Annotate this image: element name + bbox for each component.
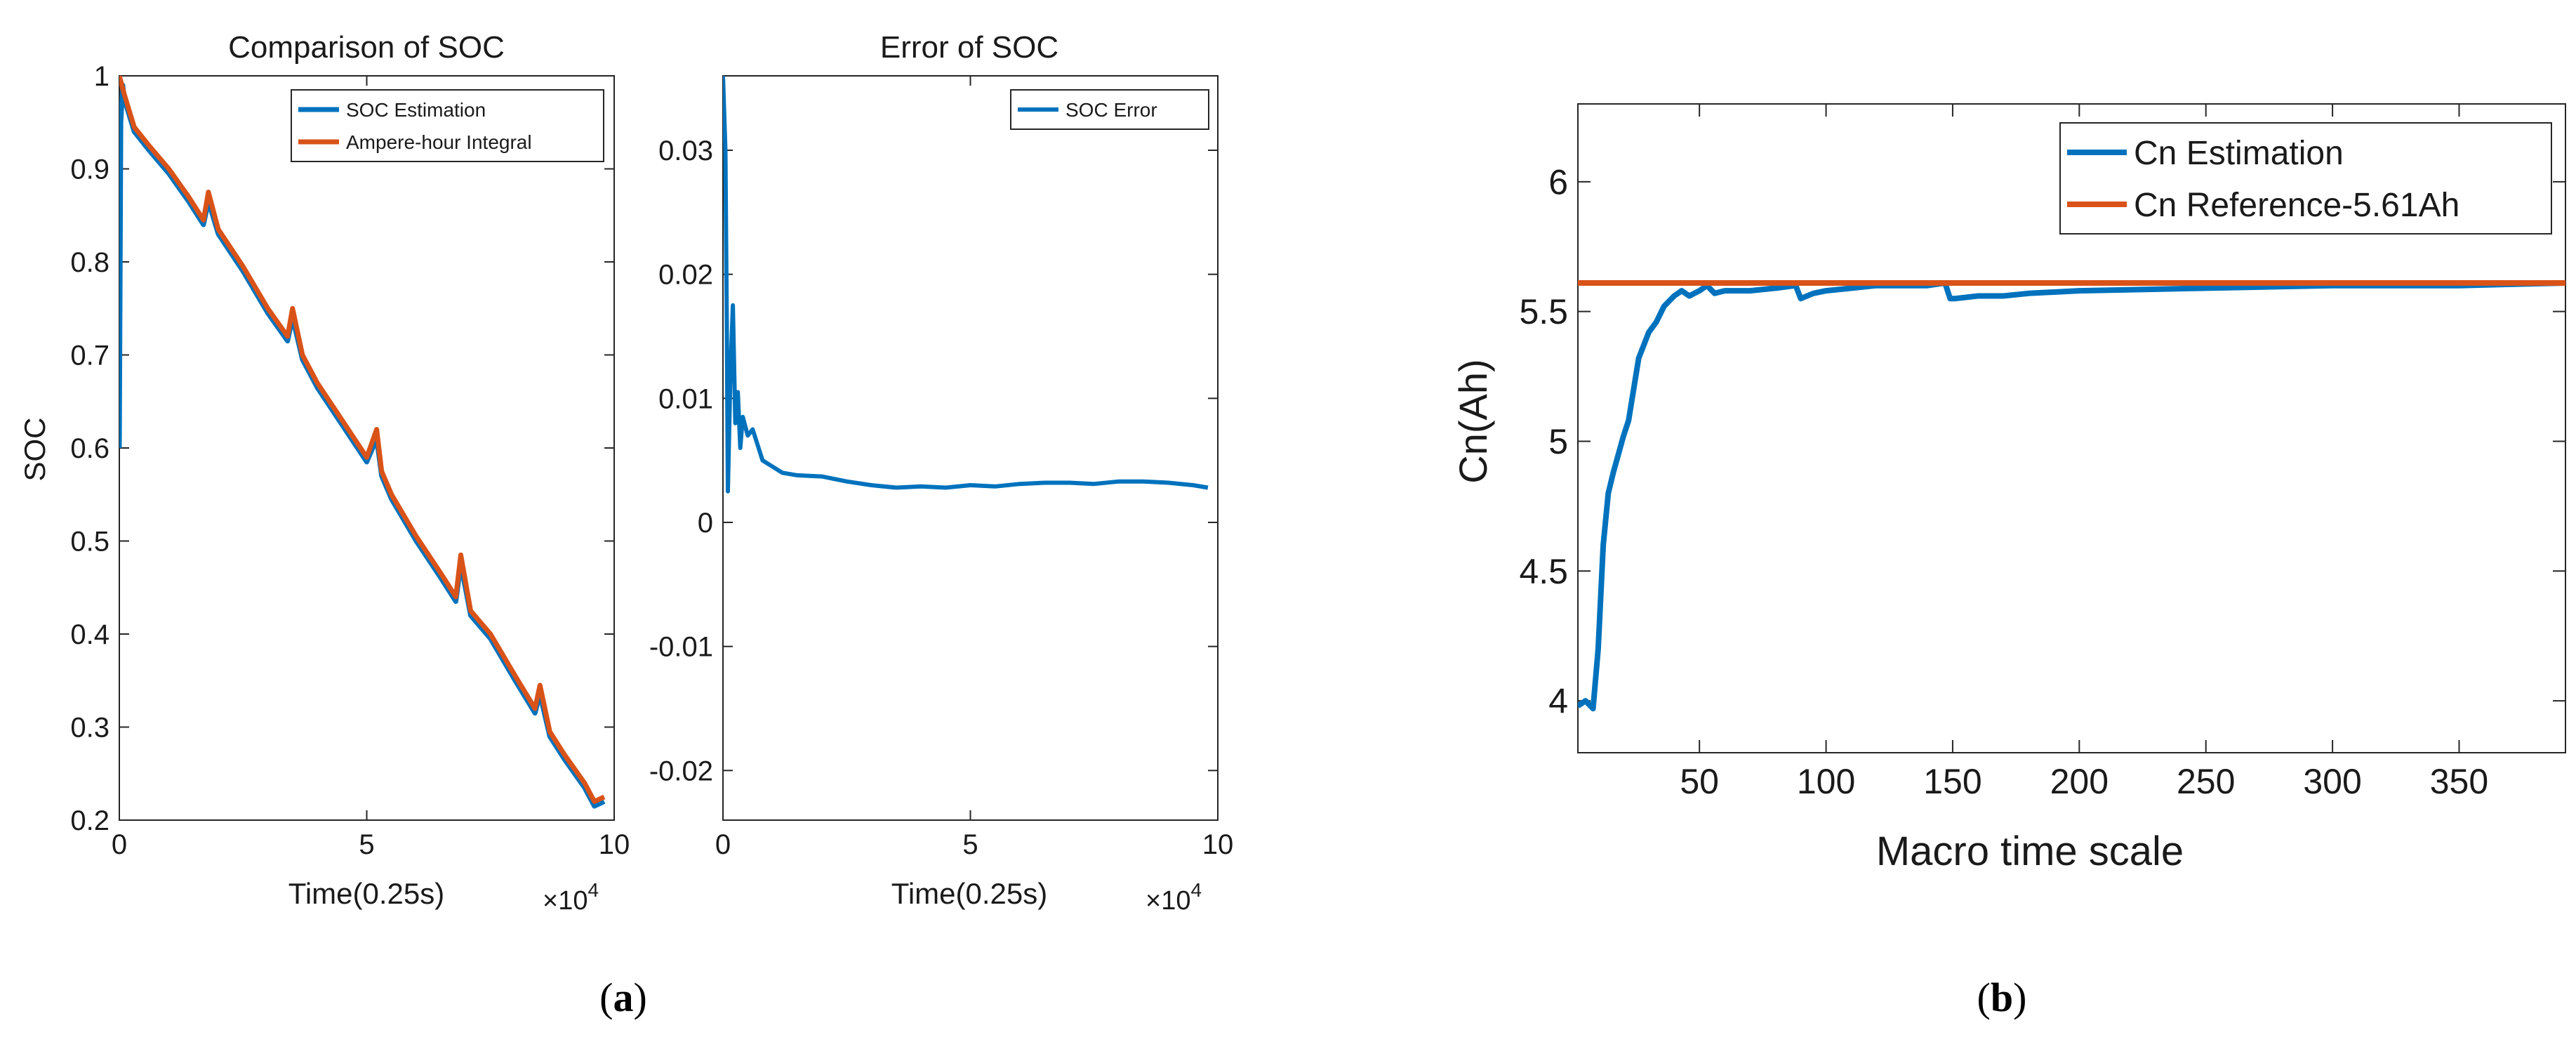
y-tick-label: -0.02 (649, 756, 713, 786)
y-tick-label: 0 (698, 508, 713, 539)
x-tick-label: 5 (962, 829, 978, 860)
x-axis-label: Time(0.25s) (288, 877, 445, 910)
legend-label: Cn Reference-5.61Ah (2134, 187, 2459, 224)
y-tick-label: 4 (1548, 682, 1568, 721)
y-tick-label: 0.9 (70, 154, 109, 185)
x-tick-label: 250 (2177, 762, 2235, 801)
y-tick-label: -0.01 (649, 632, 713, 663)
legend-label: SOC Error (1065, 99, 1157, 121)
x-tick-label: 0 (112, 829, 127, 860)
series-line-1 (119, 76, 606, 804)
chart-title: Comparison of SOC (228, 30, 505, 65)
y-tick-label: 4.5 (1519, 552, 1568, 591)
x-tick-label: 100 (1797, 762, 1855, 801)
x-tick-label: 10 (599, 829, 630, 860)
y-tick-label: 0.4 (70, 619, 109, 650)
y-tick-label: 0.02 (658, 260, 713, 291)
legend-box (291, 89, 604, 162)
chart-cn-estimation: 50 100 150 200 250 300 350 4 4.5 5 5.5 6 Cn Estimati… (1451, 103, 2566, 874)
y-tick-label: 6 (1548, 162, 1568, 202)
y-axis-label: SOC (18, 417, 51, 481)
legend-label: Cn Estimation (2134, 135, 2344, 172)
y-tick-label: 5 (1548, 422, 1568, 461)
chart-soc-error: 0 5 10 -0.02 -0.01 0 0.01 0.02 0.03 SOC Error Err… (649, 30, 1233, 916)
y-tick-label: 0.01 (658, 383, 713, 414)
x-tick-label: 10 (1202, 829, 1234, 860)
y-tick-label: 0.03 (658, 136, 713, 166)
y-axis-label: Cn(Ah) (1451, 359, 1495, 483)
series-line-0 (1578, 280, 2565, 712)
x-tick-label: 0 (715, 829, 731, 860)
x-tick-label: 50 (1680, 762, 1719, 801)
series-line-0 (723, 76, 1209, 494)
x-exponent: ×104 (543, 879, 599, 916)
y-tick-label: 0.5 (70, 527, 109, 558)
x-tick-label: 150 (1923, 762, 1981, 801)
x-tick-label: 350 (2430, 762, 2488, 801)
grid-area: 0 5 10 0.2 0.3 0.4 0.5 0.6 0.7 0.8 0.9 1 SOC Estimat… (70, 61, 630, 860)
x-axis-label: Macro time scale (1876, 829, 2184, 874)
y-tick-label: 5.5 (1519, 292, 1568, 331)
x-tick-label: 300 (2303, 762, 2361, 801)
y-tick-label: 0.2 (70, 805, 109, 836)
x-tick-label: 200 (2050, 762, 2109, 801)
y-tick-label: 0.6 (70, 433, 109, 464)
y-tick-label: 0.7 (70, 341, 109, 371)
y-tick-label: 1 (94, 61, 109, 92)
panel-label-a: (a) (599, 975, 647, 1020)
x-exponent: ×104 (1146, 879, 1202, 916)
legend-box (2059, 122, 2552, 235)
y-tick-label: 0.8 (70, 247, 109, 278)
y-tick-label: 0.3 (70, 713, 109, 744)
chart-title: Error of SOC (880, 30, 1058, 65)
legend-label: Ampere-hour Integral (346, 131, 532, 153)
x-tick-label: 5 (359, 829, 374, 860)
chart-soc-comparison: 0 5 10 0.2 0.3 0.4 0.5 0.6 0.7 0.8 0.9 1 SOC Estimat… (18, 30, 630, 916)
plot-frame (1577, 103, 2566, 753)
panel-label-b: (b) (1977, 975, 2027, 1020)
legend-label: SOC Estimation (346, 99, 486, 121)
x-axis-label: Time(0.25s) (891, 877, 1048, 910)
